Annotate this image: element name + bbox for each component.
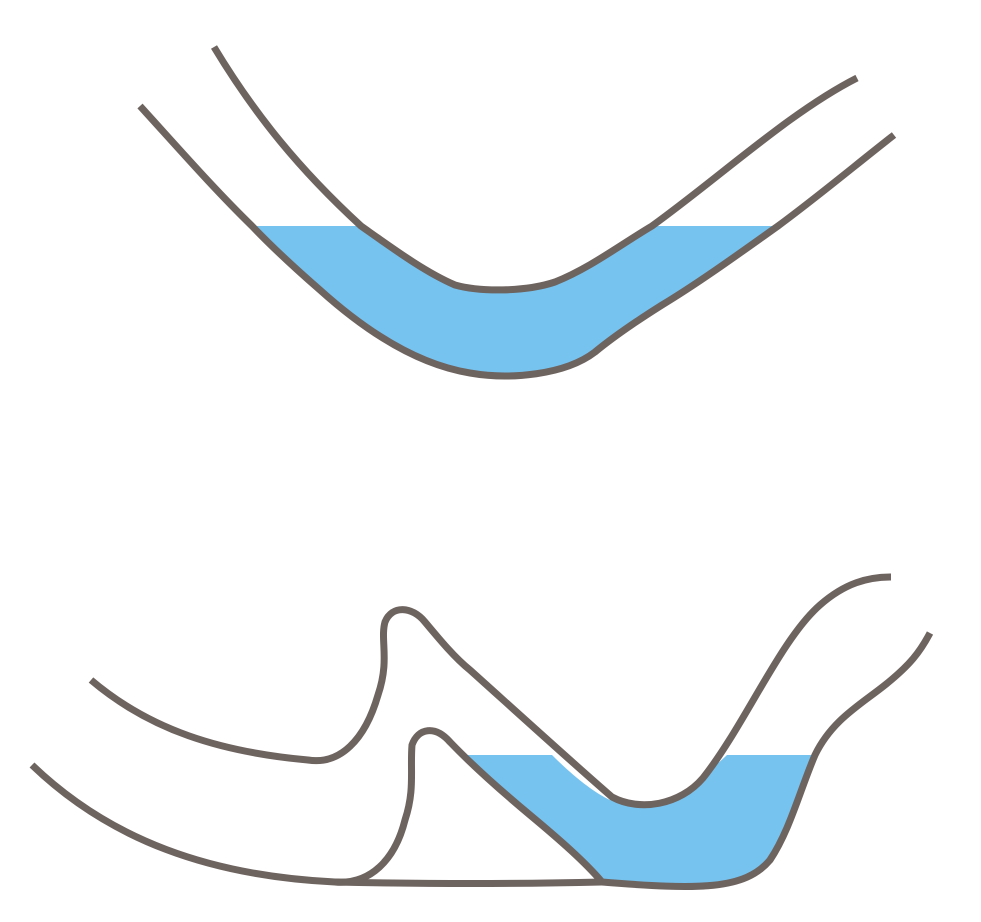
drain-trap-floor-line [334,878,603,887]
u-trap-outer-wall [137,103,897,380]
u-trap-figure [137,45,897,380]
drain-trap-upper-wall [88,573,892,809]
drain-trap-water [465,755,815,887]
drain-trap-figure [29,573,934,891]
u-trap-inner-wall [211,45,859,294]
